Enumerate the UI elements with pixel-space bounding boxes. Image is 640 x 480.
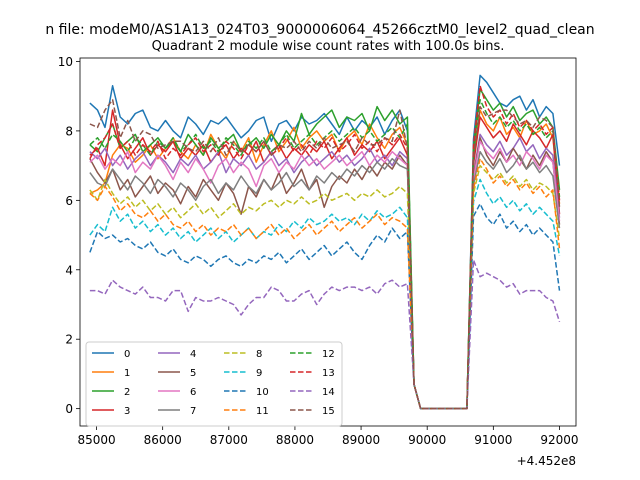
x-tick-label: 87000 <box>210 433 248 447</box>
legend-label-3: 3 <box>124 406 130 417</box>
x-tick-label: 91000 <box>474 433 512 447</box>
legend-label-0: 0 <box>124 349 130 360</box>
x-tick-label: 88000 <box>276 433 314 447</box>
y-tick-label: 6 <box>65 194 73 208</box>
y-tick-label: 10 <box>58 55 73 69</box>
legend-label-14: 14 <box>322 387 335 398</box>
series-line-14 <box>89 259 561 410</box>
series-line-8 <box>89 164 561 410</box>
x-tick-label: 92000 <box>540 433 578 447</box>
series-line-10 <box>89 203 561 410</box>
series-line-6 <box>89 140 561 410</box>
y-tick-label: 2 <box>65 333 73 347</box>
series-line-4 <box>89 133 561 410</box>
series-layer <box>89 74 561 410</box>
legend-label-4: 4 <box>190 349 196 360</box>
legend-label-6: 6 <box>190 387 196 398</box>
y-tick-label: 0 <box>65 402 73 416</box>
x-tick-label: 85000 <box>77 433 115 447</box>
legend-label-9: 9 <box>256 368 262 379</box>
legend-label-12: 12 <box>322 349 335 360</box>
legend-label-5: 5 <box>190 368 196 379</box>
x-axis: 85000 86000 87000 88000 89000 90000 91000 92000 <box>77 426 579 447</box>
legend-label-8: 8 <box>256 349 262 360</box>
chart-title: Quadrant 2 module wise count rates with … <box>152 39 505 54</box>
x-tick-label: 89000 <box>342 433 380 447</box>
figure-suptitle: n file: modeM0/AS1A13_024T03_9000006064_… <box>45 22 594 38</box>
legend-label-1: 1 <box>124 368 130 379</box>
x-tick-label: 90000 <box>408 433 446 447</box>
legend-label-15: 15 <box>322 406 335 417</box>
series-line-11 <box>89 157 561 410</box>
series-line-15 <box>89 98 561 410</box>
series-line-12 <box>89 98 561 410</box>
legend-frame <box>85 341 343 427</box>
legend-label-10: 10 <box>256 387 269 398</box>
y-tick-label: 4 <box>65 263 73 277</box>
legend-label-11: 11 <box>256 406 269 417</box>
series-line-13 <box>89 85 561 410</box>
series-line-9 <box>89 178 561 410</box>
y-tick-label: 8 <box>65 124 73 138</box>
legend-label-2: 2 <box>124 387 130 398</box>
series-line-0 <box>89 74 561 410</box>
series-line-7 <box>89 150 561 410</box>
legend-label-7: 7 <box>190 406 196 417</box>
legend-label-13: 13 <box>322 368 335 379</box>
x-tick-label: 86000 <box>144 433 182 447</box>
x-offset-label: +4.452e8 <box>517 454 576 468</box>
y-axis: 0 2 4 6 8 10 <box>58 55 80 416</box>
